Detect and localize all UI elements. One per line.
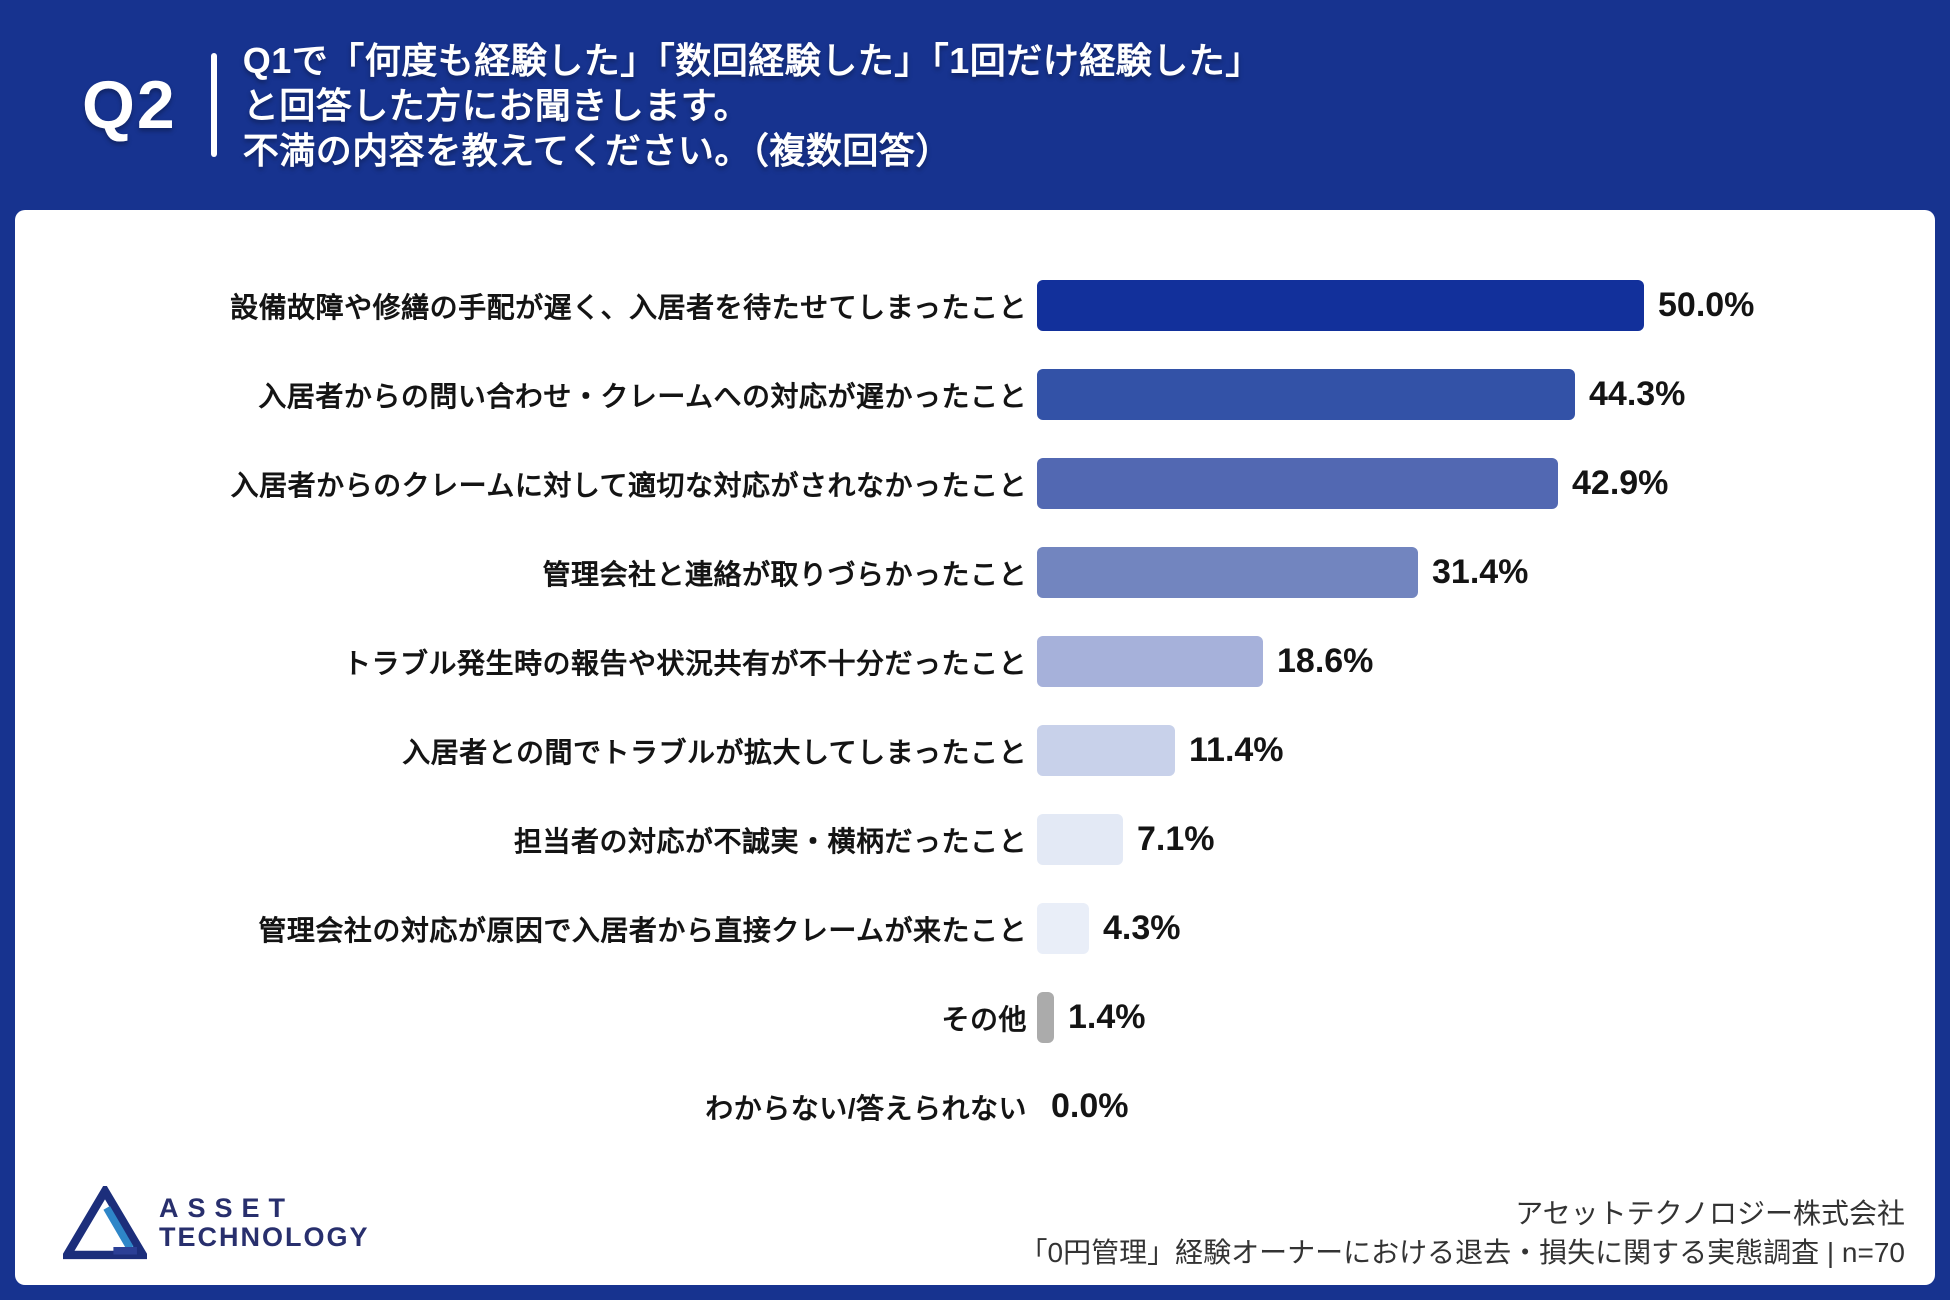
category-label: その他 — [941, 1003, 1027, 1035]
header-divider — [210, 53, 217, 157]
category-label: 入居者との間でトラブルが拡大してしまったこと — [402, 736, 1027, 768]
value-label: 18.6% — [1277, 642, 1374, 680]
bar — [1037, 636, 1263, 687]
logo-triangle-icon — [63, 1186, 147, 1260]
value-label: 7.1% — [1137, 820, 1215, 858]
company-logo: ASSET TECHNOLOGY — [63, 1186, 370, 1260]
logo-wordmark-line-1: ASSET — [159, 1193, 295, 1223]
question-header: Q2 Q1で「何度も経験した」「数回経験した」「1回だけ経験した」 と回答した方… — [0, 0, 1950, 210]
source-survey-title: 「0円管理」経験オーナーにおける退去・損失に関する実態調査 | n=70 — [1019, 1237, 1905, 1268]
chart-row: わからない/答えられない 0.0% — [15, 1062, 1935, 1151]
bar — [1037, 458, 1558, 509]
value-label: 44.3% — [1589, 375, 1686, 413]
footer: ASSET TECHNOLOGY アセットテクノロジー株式会社 「0円管理」経験… — [63, 1186, 1905, 1272]
category-label: 管理会社の対応が原因で入居者から直接クレームが来たこと — [258, 914, 1027, 946]
category-label: 設備故障や修繕の手配が遅く、入居者を待たせてしまったこと — [230, 291, 1027, 323]
bar-area: 0.0% — [1037, 1062, 1935, 1151]
logo-wordmark-line-2: TECHNOLOGY — [159, 1222, 370, 1252]
value-label: 42.9% — [1572, 464, 1669, 502]
bar-area: 1.4% — [1037, 973, 1935, 1062]
survey-source: アセットテクノロジー株式会社 「0円管理」経験オーナーにおける退去・損失に関する… — [1020, 1194, 1905, 1272]
chart-row: 管理会社と連絡が取りづらかったこと 31.4% — [15, 528, 1935, 617]
source-company: アセットテクノロジー株式会社 — [1515, 1198, 1905, 1229]
value-label: 1.4% — [1068, 998, 1146, 1036]
bar-area: 44.3% — [1037, 350, 1935, 439]
chart-row: 担当者の対応が不誠実・横柄だったこと 7.1% — [15, 795, 1935, 884]
bar-area: 11.4% — [1037, 706, 1935, 795]
category-label: 管理会社と連絡が取りづらかったこと — [542, 558, 1027, 590]
question-title: Q1で「何度も経験した」「数回経験した」「1回だけ経験した」 と回答した方にお聞… — [243, 38, 1262, 173]
bar — [1037, 814, 1123, 865]
chart-row: 設備故障や修繕の手配が遅く、入居者を待たせてしまったこと 50.0% — [15, 261, 1935, 350]
bar — [1037, 903, 1089, 954]
chart-card: 設備故障や修繕の手配が遅く、入居者を待たせてしまったこと 50.0% 入居者からの問… — [15, 210, 1935, 1285]
value-label: 11.4% — [1189, 731, 1284, 769]
category-label: 入居者からのクレームに対して適切な対応がされなかったこと — [230, 469, 1027, 501]
value-label: 4.3% — [1103, 909, 1181, 947]
question-title-line-2: と回答した方にお聞きします。 — [242, 84, 751, 126]
question-title-line-3: 不満の内容を教えてください。（複数回答） — [242, 129, 952, 171]
value-label: 31.4% — [1432, 553, 1529, 591]
chart-row: 入居者からのクレームに対して適切な対応がされなかったこと 42.9% — [15, 439, 1935, 528]
bar — [1037, 547, 1418, 598]
chart-row: 管理会社の対応が原因で入居者から直接クレームが来たこと 4.3% — [15, 884, 1935, 973]
bar-area: 50.0% — [1037, 261, 1935, 350]
question-title-line-1: Q1で「何度も経験した」「数回経験した」「1回だけ経験した」 — [242, 39, 1262, 81]
question-number: Q2 — [82, 67, 177, 143]
bar — [1037, 992, 1054, 1043]
bar-chart: 設備故障や修繕の手配が遅く、入居者を待たせてしまったこと 50.0% 入居者からの問… — [15, 261, 1935, 1151]
chart-row: トラブル発生時の報告や状況共有が不十分だったこと 18.6% — [15, 617, 1935, 706]
bar-area: 42.9% — [1037, 439, 1935, 528]
category-label: トラブル発生時の報告や状況共有が不十分だったこと — [342, 647, 1027, 679]
chart-row: 入居者との間でトラブルが拡大してしまったこと 11.4% — [15, 706, 1935, 795]
bar-area: 31.4% — [1037, 528, 1935, 617]
category-label: わからない/答えられない — [705, 1092, 1027, 1124]
bar — [1037, 369, 1575, 420]
logo-wordmark: ASSET TECHNOLOGY — [159, 1194, 370, 1252]
bar — [1037, 725, 1175, 776]
bar-area: 7.1% — [1037, 795, 1935, 884]
value-label: 50.0% — [1658, 286, 1755, 324]
category-label: 入居者からの問い合わせ・クレームへの対応が遅かったこと — [258, 380, 1027, 412]
value-label: 0.0% — [1051, 1087, 1129, 1125]
bar — [1037, 280, 1644, 331]
chart-row: 入居者からの問い合わせ・クレームへの対応が遅かったこと 44.3% — [15, 350, 1935, 439]
category-label: 担当者の対応が不誠実・横柄だったこと — [513, 825, 1027, 857]
bar-area: 4.3% — [1037, 884, 1935, 973]
bar-area: 18.6% — [1037, 617, 1935, 706]
chart-row: その他 1.4% — [15, 973, 1935, 1062]
